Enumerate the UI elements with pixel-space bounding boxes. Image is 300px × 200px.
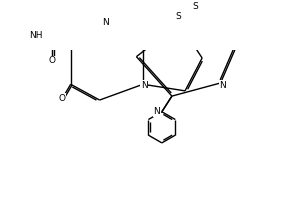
Text: N: N xyxy=(102,18,108,27)
Text: S: S xyxy=(193,2,198,11)
Text: N: N xyxy=(154,107,160,116)
Text: S: S xyxy=(175,12,181,21)
Text: O: O xyxy=(49,56,56,65)
Text: N: N xyxy=(219,81,226,90)
Text: NH: NH xyxy=(29,31,43,40)
Text: N: N xyxy=(141,81,148,90)
Text: O: O xyxy=(58,94,65,103)
